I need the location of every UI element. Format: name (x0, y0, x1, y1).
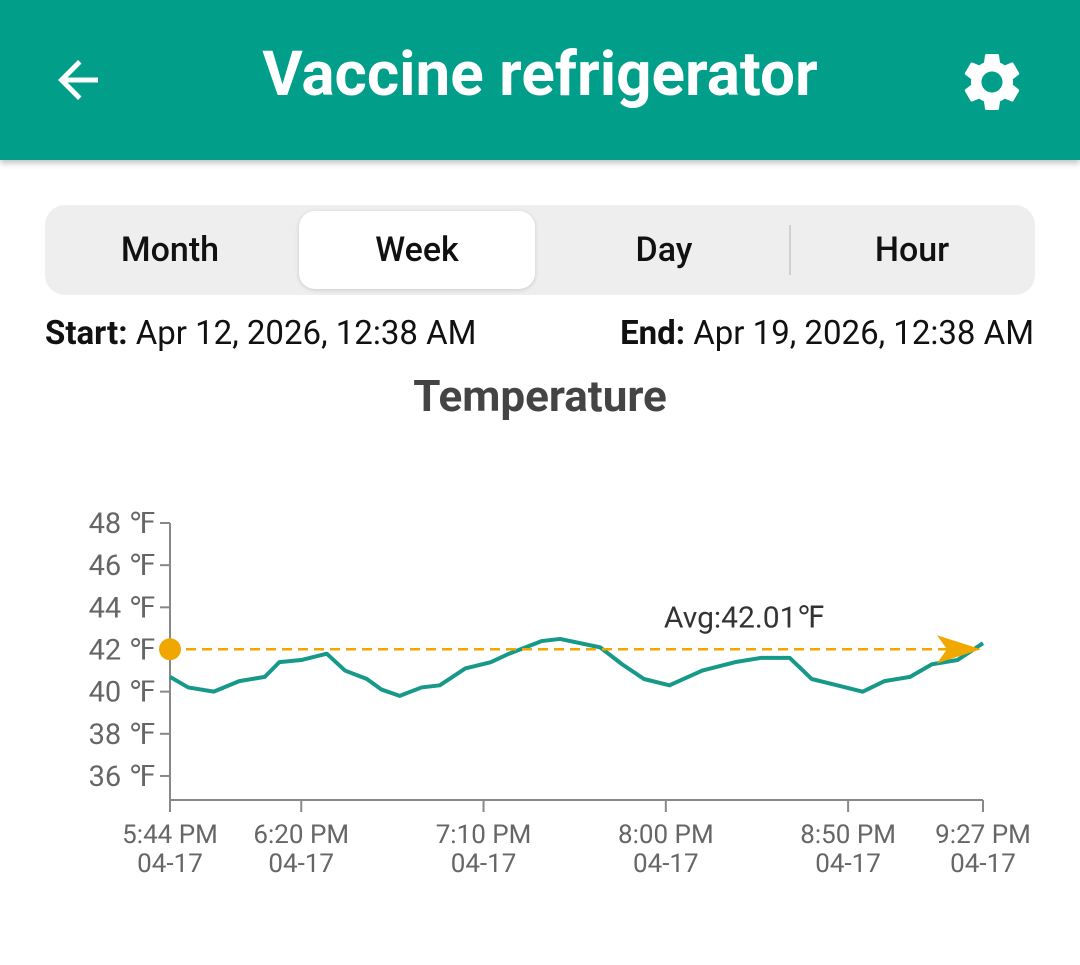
y-tick-label: 36 ℉ (89, 760, 156, 794)
y-tick-label: 46 ℉ (89, 549, 156, 583)
x-tick-label: 9:27 PM 04-17 (935, 820, 1031, 879)
x-tick-label: 7:10 PM 04-17 (435, 820, 532, 879)
y-tick-label: 40 ℉ (89, 676, 156, 710)
y-tick-label: 48 ℉ (89, 507, 156, 541)
y-tick-label: 38 ℉ (89, 718, 156, 752)
average-arrow (937, 635, 981, 664)
tab[interactable]: Hour (874, 230, 950, 270)
separator (789, 225, 791, 275)
temperature-line (168, 636, 985, 698)
y-tick-label: 42 ℉ (89, 633, 156, 667)
screen-title: Vaccine refrigerator (262, 38, 818, 111)
tab[interactable]: Month (120, 230, 220, 270)
average-label: Avg:42.01℉ (664, 600, 825, 635)
start-value: Apr 12, 2026, 12:38 AM (135, 314, 477, 353)
app-bar: Vaccine refrigerator (0, 0, 1080, 160)
average-start-dot (159, 638, 181, 661)
y-tick-label: 44 ℉ (89, 591, 156, 625)
x-tick-label: 8:00 PM 04-17 (617, 820, 714, 879)
x-tick-label: 6:20 PM 04-17 (253, 820, 350, 879)
back-button[interactable] (48, 50, 108, 110)
x-tick-label: 5:44 PM 04-17 (122, 820, 218, 879)
period-tabs: Month Week Day Hour (45, 205, 1035, 295)
start-label: Start: (45, 314, 128, 353)
chart-title: Temperature (413, 370, 667, 422)
end-value: Apr 19, 2026, 12:38 AM (693, 314, 1034, 353)
tab[interactable]: Day (635, 230, 693, 270)
tab-selected[interactable]: Week (299, 211, 535, 289)
end-label: End: (620, 314, 686, 353)
end-range: End: Apr 19, 2026, 12:38 AM (620, 314, 1034, 353)
settings-button[interactable] (957, 47, 1027, 117)
start-range: Start: Apr 12, 2026, 12:38 AM (45, 314, 476, 353)
x-tick-label: 8:50 PM 04-17 (800, 820, 896, 879)
